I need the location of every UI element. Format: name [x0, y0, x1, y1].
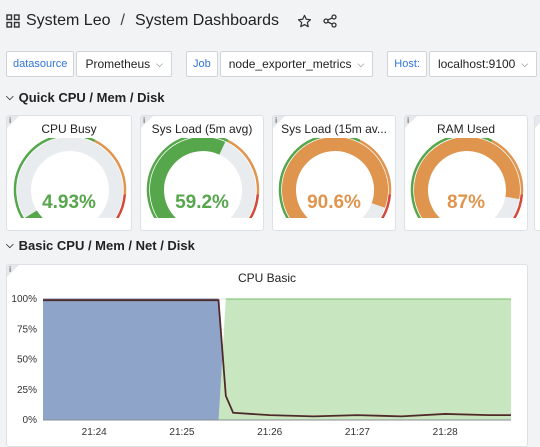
variables-bar: datasource Prometheus ⌵ Job node_exporter…: [6, 51, 538, 77]
panel-title: CPU Busy: [41, 122, 97, 136]
gauge-threshold-crit: [248, 194, 260, 218]
y-tick-label: 75%: [17, 324, 37, 335]
gauge-fill: [282, 138, 388, 218]
gauge-threshold-warn: [491, 139, 524, 195]
variable-label-job: Job: [185, 51, 218, 77]
gauge-value: 59.2%: [175, 192, 229, 213]
variable-value-job: node_exporter_metrics: [228, 57, 352, 71]
gauge-threshold-crit: [115, 194, 127, 218]
row-header-quick[interactable]: ⌵ Quick CPU / Mem / Disk: [6, 90, 165, 105]
info-icon[interactable]: i: [275, 116, 278, 125]
x-tick-label: 21:26: [257, 427, 282, 438]
breadcrumb-separator: /: [120, 12, 125, 29]
top-bar: System Leo / System Dashboards: [0, 0, 540, 42]
gauge-threshold-crit: [380, 194, 392, 218]
variable-value-datasource: Prometheus: [85, 57, 151, 71]
breadcrumb-folder[interactable]: System Leo: [26, 12, 111, 29]
variable-select-host[interactable]: localhost:9100 ⌵: [428, 51, 538, 77]
cpu-basic-chart[interactable]: 0% 25% 50% 75% 100% 21:24 21:25 21:26 21:27 21:28: [7, 265, 527, 446]
x-tick-label: 21:25: [169, 427, 194, 438]
x-tick-label: 21:28: [433, 427, 458, 438]
gauge-panel-cpu-busy[interactable]: i CPU Busy 4.93%: [6, 115, 132, 231]
gauge-fill: [150, 138, 226, 218]
breadcrumb-dashboard[interactable]: System Dashboards: [134, 12, 279, 29]
y-tick-label: 100%: [11, 294, 37, 305]
gauge: [278, 138, 392, 218]
chevron-down-icon: ⌵: [357, 58, 365, 69]
panel-title: Sys Load (15m av...: [281, 122, 387, 136]
y-tick-label: 25%: [17, 385, 37, 396]
gauge: [146, 138, 260, 218]
row-header-basic[interactable]: ⌵ Basic CPU / Mem / Net / Disk: [6, 238, 195, 253]
x-tick-label: 21:24: [82, 427, 107, 438]
gauge-threshold-ok: [13, 138, 96, 218]
series-line: [43, 299, 511, 417]
info-icon[interactable]: i: [9, 265, 12, 274]
chevron-down-icon: ⌵: [156, 58, 163, 69]
gauge-threshold-ok: [146, 138, 229, 218]
gauge-threshold-ok: [278, 138, 361, 218]
share-icon[interactable]: [321, 12, 339, 30]
chevron-down-icon: ⌵: [521, 58, 529, 69]
chevron-down-icon: ⌵: [6, 240, 14, 251]
gauge-panel-sys-load-5m[interactable]: i Sys Load (5m avg) 59.2%: [140, 115, 264, 231]
info-icon[interactable]: i: [407, 116, 410, 125]
gauge-threshold-warn: [227, 139, 260, 195]
x-tick-label: 21:27: [345, 427, 370, 438]
apps-grid-icon[interactable]: [6, 14, 20, 28]
gauge: [13, 138, 127, 218]
gauge-value: 87%: [446, 192, 486, 213]
row-title-quick: Quick CPU / Mem / Disk: [18, 90, 165, 105]
series-area: [218, 299, 511, 420]
gauge-fill: [414, 138, 520, 218]
gauge-value: 90.6%: [307, 192, 361, 213]
variable-select-datasource[interactable]: Prometheus ⌵: [76, 51, 172, 77]
gauge-fill: [24, 210, 43, 218]
y-tick-label: 0%: [23, 415, 38, 426]
gauge-panel-ram-used[interactable]: i RAM Used 87%: [404, 115, 528, 231]
variable-value-host: localhost:9100: [437, 57, 516, 71]
y-tick-label: 50%: [17, 355, 37, 366]
chevron-down-icon: ⌵: [6, 92, 14, 103]
panel-title: Sys Load (5m avg): [151, 122, 253, 136]
gauge-value: 4.93%: [42, 192, 96, 213]
chart-panel-cpu-basic[interactable]: i CPU Basic 0% 25% 50% 75% 100% 21:24 21:25 21:…: [6, 264, 528, 447]
variable-label-datasource: datasource: [6, 51, 75, 77]
gauge-threshold-crit: [512, 194, 524, 218]
info-icon[interactable]: i: [143, 116, 146, 125]
gauge: [410, 138, 524, 218]
row-title-basic: Basic CPU / Mem / Net / Disk: [18, 238, 195, 253]
variable-label-host: Host:: [387, 51, 427, 77]
star-icon[interactable]: [295, 12, 313, 30]
info-icon[interactable]: i: [9, 116, 12, 125]
gauge-threshold-warn: [359, 139, 392, 195]
panel-title: RAM Used: [436, 122, 495, 136]
series-area: [43, 299, 234, 420]
gauge-threshold-warn: [94, 139, 127, 195]
gauge-panel-sys-load-15m[interactable]: i Sys Load (15m av... 90.6%: [272, 115, 396, 231]
gauge-track: [17, 138, 123, 218]
variable-select-job[interactable]: node_exporter_metrics ⌵: [219, 51, 374, 77]
gauge-panel-partial[interactable]: [534, 115, 540, 231]
gauge-threshold-ok: [410, 138, 493, 218]
